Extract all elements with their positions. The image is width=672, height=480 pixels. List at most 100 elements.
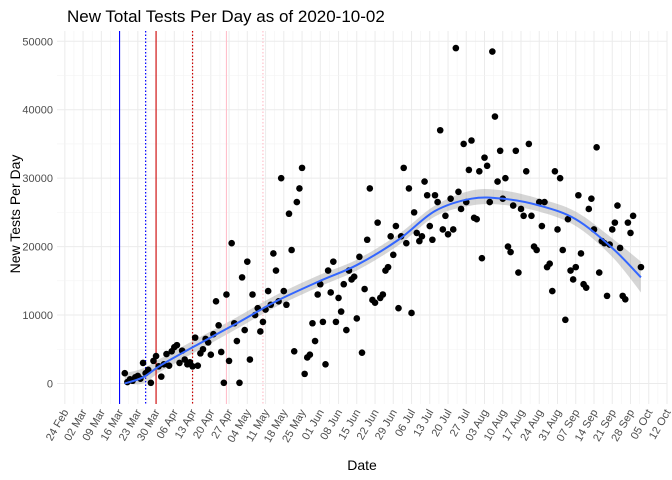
- data-point: [502, 174, 509, 182]
- data-point: [447, 195, 454, 202]
- data-point: [476, 168, 483, 175]
- data-point: [361, 285, 368, 293]
- data-point: [489, 48, 496, 55]
- data-point: [249, 291, 256, 298]
- data-point: [259, 318, 267, 326]
- data-point: [332, 318, 340, 326]
- data-point: [442, 212, 449, 220]
- data-point: [337, 308, 345, 315]
- data-point: [228, 239, 235, 247]
- data-point: [593, 144, 600, 151]
- data-point: [121, 369, 129, 377]
- data-point: [246, 356, 254, 363]
- data-point: [270, 250, 277, 257]
- data-point: [439, 226, 447, 233]
- data-point: [452, 44, 460, 52]
- y-tick-label: 20000: [22, 242, 53, 254]
- data-point: [298, 164, 306, 172]
- data-point: [434, 198, 441, 206]
- data-point: [486, 198, 494, 206]
- data-point: [403, 239, 410, 247]
- x-axis-title: Date: [347, 457, 377, 473]
- data-point: [223, 291, 230, 298]
- y-tick-label: 0: [47, 378, 53, 390]
- data-point: [189, 363, 196, 370]
- data-point: [603, 292, 611, 300]
- data-point: [507, 248, 514, 256]
- data-point: [478, 254, 486, 262]
- data-point: [535, 198, 543, 206]
- y-tick-labels: 0 10000 20000 30000 40000 50000: [22, 36, 53, 390]
- data-point: [384, 263, 392, 271]
- data-point: [575, 191, 582, 199]
- data-point: [585, 205, 593, 213]
- data-point: [614, 202, 621, 209]
- reference-lines: [119, 31, 264, 404]
- data-point: [525, 140, 533, 148]
- data-point: [595, 269, 603, 276]
- data-point: [629, 212, 637, 220]
- data-point: [410, 209, 418, 216]
- data-point: [483, 162, 491, 170]
- data-point: [551, 168, 559, 175]
- data-point: [225, 357, 233, 365]
- data-point: [564, 215, 572, 223]
- data-point: [327, 289, 335, 296]
- data-point: [311, 337, 319, 345]
- data-point: [144, 366, 152, 374]
- data-point: [400, 164, 408, 172]
- data-point: [264, 287, 272, 295]
- data-point: [350, 273, 358, 281]
- data-point: [520, 212, 527, 220]
- data-point: [405, 185, 413, 192]
- data-point: [512, 147, 520, 155]
- data-point: [322, 361, 329, 368]
- data-point: [301, 370, 308, 378]
- data-point: [522, 168, 530, 175]
- data-point: [217, 348, 225, 356]
- data-point: [588, 195, 595, 202]
- data-point: [444, 230, 452, 238]
- data-point: [431, 191, 439, 199]
- y-tick-label: 40000: [22, 105, 53, 117]
- data-point: [340, 280, 348, 288]
- data-point: [280, 287, 288, 295]
- smooth-line: [124, 196, 642, 385]
- data-point: [147, 379, 155, 387]
- data-point: [408, 309, 415, 317]
- data-point: [374, 219, 381, 226]
- y-tick-label: 50000: [22, 36, 53, 48]
- data-point: [562, 316, 569, 324]
- data-point: [387, 233, 394, 240]
- data-point: [436, 126, 444, 134]
- data-point: [343, 326, 350, 334]
- data-point: [353, 315, 361, 322]
- data-point: [460, 140, 467, 148]
- data-point: [283, 301, 290, 309]
- y-tick-label: 30000: [22, 173, 53, 185]
- data-point: [238, 274, 246, 281]
- data-point: [481, 154, 488, 161]
- data-point: [306, 351, 314, 359]
- points-layer: [121, 44, 645, 387]
- data-point: [371, 299, 379, 307]
- data-point: [533, 246, 540, 254]
- data-point: [319, 318, 327, 326]
- data-point: [616, 244, 624, 252]
- data-point: [152, 352, 160, 360]
- data-point: [199, 345, 207, 353]
- data-point: [429, 236, 436, 244]
- data-point: [366, 185, 374, 192]
- data-point: [517, 205, 525, 213]
- data-point: [324, 267, 332, 274]
- data-point: [515, 269, 522, 276]
- data-point: [611, 219, 619, 226]
- y-tick-label: 10000: [22, 310, 53, 322]
- data-point: [288, 246, 295, 254]
- data-point: [314, 291, 321, 298]
- data-point: [236, 379, 243, 387]
- data-point: [395, 304, 402, 312]
- data-point: [413, 229, 421, 237]
- data-point: [509, 202, 517, 209]
